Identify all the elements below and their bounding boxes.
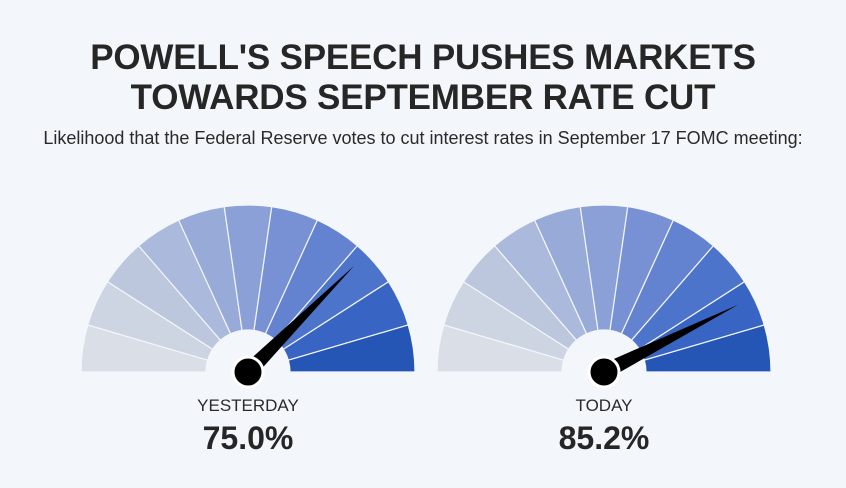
gauge-today [436, 204, 772, 389]
gauge-segment [287, 324, 416, 373]
gauge-yesterday-value: 75.0% [202, 420, 294, 456]
gauge-yesterday [80, 204, 416, 389]
chart-subtitle: Likelihood that the Federal Reserve vote… [43, 128, 803, 148]
title-line-1: POWELL'S SPEECH PUSHES MARKETS [90, 38, 756, 77]
title-line-2: TOWARDS SEPTEMBER RATE CUT [130, 78, 716, 117]
gauge-needle [600, 304, 739, 380]
gauge-needle-hub [231, 355, 265, 389]
chart-title: POWELL'S SPEECH PUSHES MARKETS TOWARDS S… [0, 38, 846, 118]
gauge-yesterday-label: YESTERDAY [197, 396, 299, 415]
gauge-today-value: 85.2% [558, 420, 650, 456]
gauge-needle [242, 265, 355, 378]
gauge-needle-hub [587, 355, 621, 389]
gauge-segment [643, 324, 772, 373]
gauge-today-label: TODAY [575, 396, 633, 415]
